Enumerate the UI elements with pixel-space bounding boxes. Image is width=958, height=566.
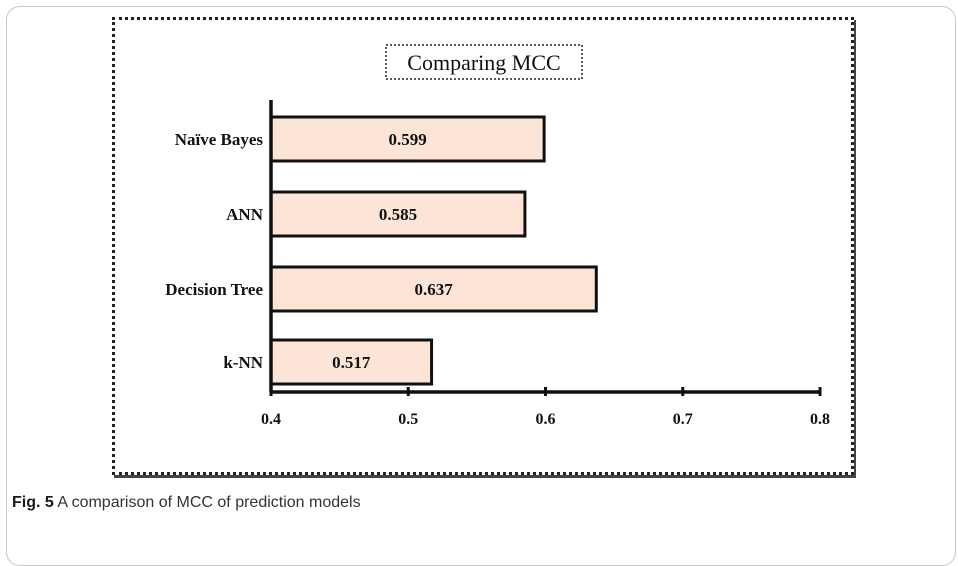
- x-tick-label: 0.7: [673, 411, 693, 428]
- figure-label: Fig. 5: [12, 494, 54, 511]
- category-label: k-NN: [223, 353, 263, 372]
- bar-chart: Comparing MCC 0.599 Naïve Bayes 0.585 ANN 0.…: [165, 44, 830, 428]
- data-label: 0.585: [379, 205, 417, 224]
- x-tick-label: 0.6: [536, 411, 556, 428]
- category-label: ANN: [226, 205, 264, 224]
- data-label: 0.637: [415, 280, 454, 299]
- x-tick-label: 0.5: [398, 411, 418, 428]
- x-tick-label: 0.8: [810, 411, 830, 428]
- category-label: Decision Tree: [165, 280, 263, 299]
- data-label: 0.599: [388, 130, 426, 149]
- chart-title-group: Comparing MCC: [385, 44, 583, 80]
- bar-k-nn: [269, 338, 434, 386]
- x-tick-label: 0.4: [261, 411, 281, 428]
- chart-title-box: [385, 44, 583, 80]
- figure-caption-text: A comparison of MCC of prediction models: [57, 494, 361, 511]
- category-label: Naïve Bayes: [175, 130, 264, 149]
- chart-title: Comparing MCC: [407, 50, 560, 75]
- chart-frame: [112, 17, 854, 475]
- figure-caption: Fig. 5 A comparison of MCC of prediction…: [12, 494, 361, 512]
- bar-ann: [269, 190, 527, 238]
- data-label: 0.517: [332, 353, 371, 372]
